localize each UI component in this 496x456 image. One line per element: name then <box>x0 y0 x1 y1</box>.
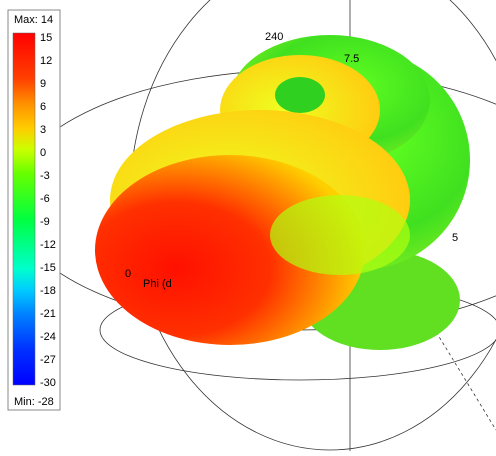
colorbar-tick: -21 <box>40 308 56 320</box>
min-label: Min: -28 <box>14 396 54 408</box>
colorbar-tick: 6 <box>40 101 46 113</box>
colorbar-tick: -24 <box>40 331 56 343</box>
colorbar-tick: -30 <box>40 377 56 389</box>
colorbar-tick: -3 <box>40 170 50 182</box>
axis-labels: 240 7.5 5 0 Phi (d <box>125 31 458 290</box>
axis-label: 0 <box>125 268 131 280</box>
colorbar-tick: -9 <box>40 216 50 228</box>
colorbar-tick: -27 <box>40 354 56 366</box>
colorbar: Max: 14 Min: -28 15 12 9 6 3 0 -3 -6 -9 -12 -15 -18… <box>7 9 61 411</box>
axis-label: 240 <box>265 31 283 43</box>
axis-label: 5 <box>452 232 458 244</box>
colorbar-tick: 15 <box>40 32 52 44</box>
colorbar-tick: 12 <box>40 55 52 67</box>
colorbar-tick: -6 <box>40 193 50 205</box>
max-label: Max: 14 <box>14 14 53 26</box>
colorbar-tick: -12 <box>40 239 56 251</box>
axis-label: 7.5 <box>344 53 359 65</box>
colorbar-tick: -15 <box>40 262 56 274</box>
pattern-surface <box>95 35 470 350</box>
colorbar-tick: 0 <box>40 147 46 159</box>
colorbar-tick: -18 <box>40 285 56 297</box>
colorbar-tick: 3 <box>40 124 46 136</box>
colorbar-tick: 9 <box>40 78 46 90</box>
axis-label: Phi (d <box>143 278 172 290</box>
